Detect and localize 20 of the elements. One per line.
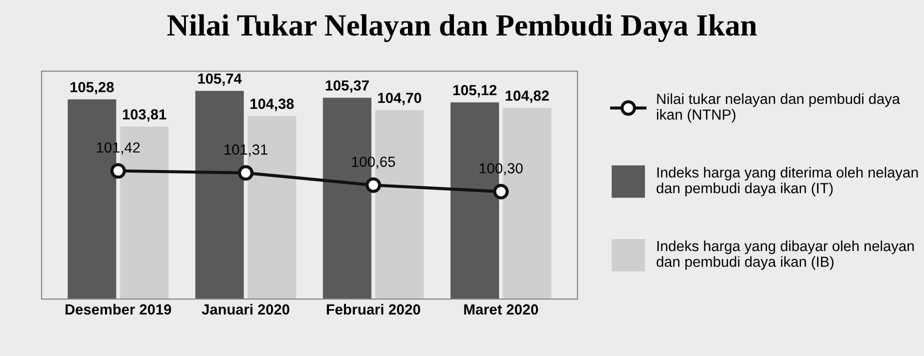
data-label: 105,74 bbox=[198, 73, 242, 86]
point bbox=[493, 184, 509, 200]
data-label: 104,82 bbox=[506, 90, 549, 103]
point bbox=[366, 177, 382, 193]
data-label: 105,12 bbox=[453, 84, 496, 98]
legend-label: Indeks harga yang dibayar oleh nelayan dan pembudi daya ikan (IB) bbox=[656, 240, 914, 270]
point bbox=[110, 163, 126, 179]
data-label: 105,37 bbox=[326, 80, 369, 93]
x-tick-label: Maret 2020 bbox=[464, 304, 538, 315]
x-tick-label: Februari 2020 bbox=[326, 304, 420, 315]
x-tick-label: Januari 2020 bbox=[202, 304, 290, 315]
chart-title: Nilai Tukar Nelayan dan Pembudi Daya Ikan bbox=[167, 14, 757, 42]
legend-label: Nilai tukar nelayan dan pembudi daya ikan (NTNP) bbox=[657, 93, 900, 123]
legend-label: Indeks harga yang diterima oleh nelayan dan pembudi daya ikan (IT) bbox=[656, 166, 918, 196]
data-label: 105,28 bbox=[70, 82, 114, 94]
x-tick-label: Desember 2019 bbox=[66, 304, 172, 315]
data-label: 103,81 bbox=[122, 109, 166, 122]
data-label: 104,38 bbox=[250, 98, 294, 112]
point bbox=[238, 165, 254, 181]
data-label: 104,70 bbox=[378, 92, 422, 106]
